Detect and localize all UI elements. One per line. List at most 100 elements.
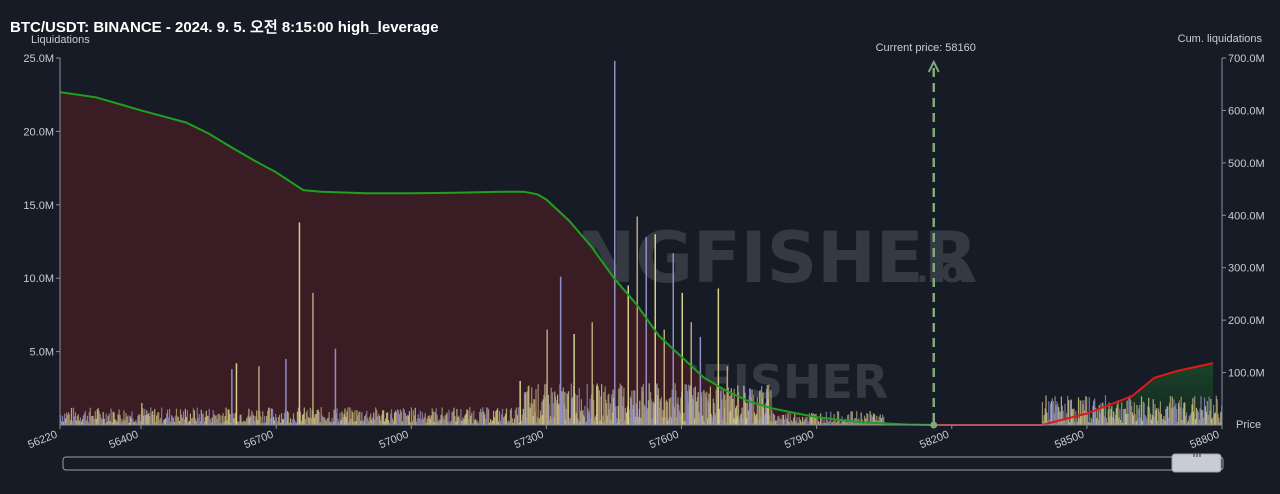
liquidation-bar [487, 407, 489, 425]
liquidation-bar [534, 412, 536, 425]
liquidation-bar [1076, 418, 1078, 425]
liquidation-bar [269, 408, 271, 425]
liquidation-bar [346, 411, 348, 425]
liquidation-bar [565, 419, 567, 425]
liquidation-bar [212, 410, 214, 425]
liquidation-bar [850, 411, 852, 425]
liquidation-bar [480, 408, 482, 425]
liquidation-bar [1059, 411, 1061, 425]
liquidation-bar [246, 418, 248, 425]
scrollbar[interactable] [62, 452, 1224, 473]
scrollbar-track[interactable] [62, 456, 1224, 471]
liquidation-bar [507, 420, 510, 425]
liquidation-bar [523, 392, 526, 425]
liquidation-bar [1141, 420, 1143, 425]
liquidation-bar [627, 285, 629, 425]
liquidation-bar [753, 394, 755, 425]
liquidation-bar [634, 416, 637, 425]
liquidation-bar [658, 407, 660, 425]
liquidation-bar [313, 417, 315, 425]
liquidation-bar [1220, 412, 1222, 425]
liquidation-bar [370, 413, 372, 425]
liquidation-bar [390, 413, 392, 425]
liquidation-bar [1132, 415, 1134, 425]
liquidation-bar [584, 405, 586, 425]
liquidation-bar [623, 387, 625, 425]
liquidation-bar [815, 413, 817, 425]
liquidation-bar [804, 419, 806, 425]
liquidation-bar [437, 421, 439, 425]
liquidation-bar [542, 399, 544, 425]
liquidation-bar [1065, 419, 1067, 425]
liquidation-bar [834, 420, 836, 425]
liquidation-bar [622, 396, 624, 425]
liquidation-bar [1052, 401, 1054, 425]
liquidation-bar [1070, 399, 1072, 425]
liquidation-bar [538, 418, 540, 425]
grip-icon [1193, 452, 1201, 457]
liquidation-bar [357, 415, 359, 425]
liquidation-bar [214, 415, 216, 425]
liquidation-bar [1101, 407, 1103, 425]
liquidation-bar [1162, 419, 1164, 425]
liquidation-bar [695, 401, 697, 425]
liquidation-bar [779, 418, 781, 425]
liquidation-bar [256, 410, 258, 425]
y2-tick-label: 100.0M [1228, 368, 1265, 380]
liquidation-bar [232, 412, 234, 425]
liquidation-bar [1104, 395, 1107, 425]
liquidation-bar [618, 388, 620, 425]
liquidation-bar [587, 408, 589, 425]
liquidation-bar [359, 411, 361, 425]
liquidation-bar [198, 414, 200, 425]
liquidation-bar [758, 391, 760, 425]
liquidation-bar [772, 413, 774, 425]
liquidation-bar [1185, 415, 1187, 425]
liquidation-bar [257, 419, 259, 425]
liquidation-bar [648, 383, 650, 425]
liquidation-bar [619, 383, 621, 425]
liquidation-bar [449, 422, 451, 425]
liquidation-bar [484, 414, 486, 425]
liquidation-bar [791, 421, 794, 425]
liquidation-bar [171, 415, 173, 425]
liquidation-bar [668, 398, 670, 425]
liquidation-bar [613, 397, 615, 425]
liquidation-bar [137, 416, 139, 425]
liquidation-bar [573, 334, 575, 425]
liquidation-bar [657, 395, 659, 425]
liquidation-bar [234, 413, 236, 425]
liquidation-bar [301, 414, 303, 425]
liquidation-bar [1067, 395, 1069, 425]
liquidation-bar [337, 419, 339, 425]
liquidation-bar [1157, 421, 1159, 425]
liquidation-bar [1136, 405, 1138, 425]
liquidation-bar [780, 419, 782, 425]
liquidation-bar [286, 411, 289, 425]
liquidation-bar [303, 407, 305, 425]
liquidation-bar [79, 417, 81, 425]
liquidation-bar [740, 413, 742, 425]
liquidation-bar [325, 420, 327, 425]
liquidation-bar [290, 422, 293, 425]
liquidation-bar [167, 409, 169, 425]
liquidation-bar [103, 418, 105, 425]
liquidation-bar [1181, 419, 1183, 425]
liquidation-bar [478, 422, 480, 425]
liquidation-bar [582, 410, 584, 425]
liquidation-bar [1119, 408, 1121, 425]
liquidation-bar [263, 422, 265, 425]
liquidation-bar [669, 415, 671, 425]
liquidation-bar [146, 410, 148, 425]
liquidation-bar [169, 408, 171, 425]
liquidation-bar [882, 414, 884, 425]
liquidation-bar [283, 412, 286, 425]
liquidation-bar [606, 403, 608, 425]
liquidation-bar [547, 395, 549, 425]
liquidation-bar [694, 386, 696, 425]
liquidation-bar [1145, 416, 1147, 425]
liquidation-bar [1057, 404, 1059, 425]
y2-tick-label: 200.0M [1228, 315, 1265, 327]
y2-tick-label: 600.0M [1228, 105, 1265, 117]
